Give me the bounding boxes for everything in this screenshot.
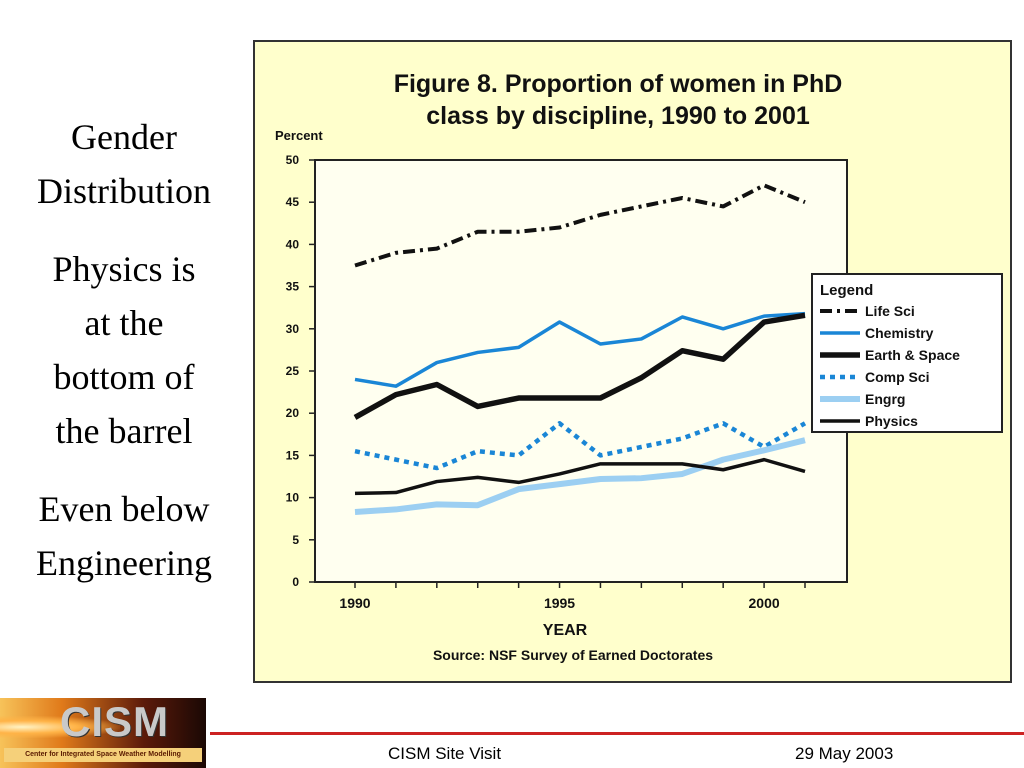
legend-label-comp-sci: Comp Sci [865,369,930,385]
y-tick-label-0: 0 [292,575,299,589]
footer-date: 29 May 2003 [795,744,894,763]
side-text: Gender Distribution Physics is at the bo… [8,110,240,590]
x-tick-label-1995: 1995 [544,595,575,611]
chart-title-line-1: Figure 8. Proportion of women in PhD [394,70,843,98]
x-axis-label: YEAR [543,622,588,639]
chart-panel: Figure 8. Proportion of women in PhD clas… [253,40,1012,683]
x-tick-label-1990: 1990 [339,595,370,611]
chart-title-line-2: class by discipline, 1990 to 2001 [426,102,810,130]
series-line-physics [354,457,806,496]
legend-label-life-sci: Life Sci [865,303,915,319]
series-line-engrg [354,437,806,515]
legend-label-engrg: Engrg [865,391,905,407]
bullet-physics-2: at the [84,303,164,343]
logo-swoosh [0,716,120,738]
x-tick-label-2000: 2000 [749,595,780,611]
heading-gender: Gender [71,117,177,157]
y-tick-label-50: 50 [286,153,300,167]
legend-title: Legend [820,282,873,299]
plot-area [314,159,848,583]
y-tick-label-45: 45 [286,195,300,209]
bullet-engineering-2: Engineering [36,543,212,583]
footer-center-text: CISM Site Visit [388,744,502,763]
legend-label-earth-space: Earth & Space [865,347,960,363]
bullet-physics-1: Physics is [52,249,196,289]
y-tick-label-5: 5 [292,533,299,547]
y-tick-label-20: 20 [286,406,300,420]
bullet-physics-3: bottom of [53,357,195,397]
y-tick-label-10: 10 [286,491,300,505]
y-tick-label-25: 25 [286,364,300,378]
bullet-engineering-1: Even below [38,489,210,529]
series-line-chemistry [354,311,806,388]
logo-text: CISM [60,698,169,745]
series-line-life-sci [354,183,806,268]
y-tick-label-30: 30 [286,322,300,336]
series-line-earth-space [353,312,806,420]
legend-label-chemistry: Chemistry [865,325,934,341]
line-chart: Figure 8. Proportion of women in PhD clas… [275,70,1003,663]
y-tick-label-35: 35 [286,280,300,294]
bullet-physics-4: the barrel [55,411,193,451]
footer-divider [210,732,1024,735]
y-tick-label-40: 40 [286,237,300,251]
chart-source: Source: NSF Survey of Earned Doctorates [433,647,713,663]
y-axis-label: Percent [275,128,323,143]
logo-subtitle: Center for Integrated Space Weather Mode… [4,748,202,762]
y-tick-label-15: 15 [286,448,300,462]
cism-logo: CISM Center for Integrated Space Weather… [0,698,206,768]
heading-distribution: Distribution [36,171,211,211]
legend-label-physics: Physics [865,413,918,429]
